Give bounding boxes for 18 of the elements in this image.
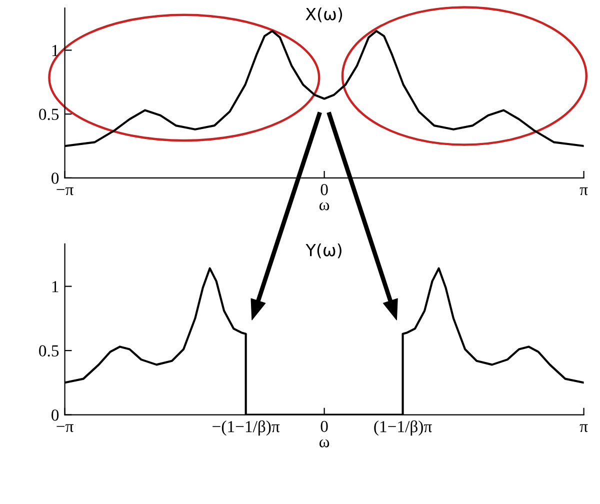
x-tick-label: −π — [56, 424, 74, 432]
x-axis-title: ω — [319, 202, 330, 210]
y-tick-label: 0.5 — [39, 345, 59, 357]
x-tick-label: (1−1/β)π — [374, 420, 432, 436]
y-tick-label: 0 — [52, 409, 59, 421]
y-tick-label: 0 — [52, 172, 59, 184]
x-tick-label: −(1−1/β)π — [212, 420, 280, 436]
y-tick-label: 1 — [52, 44, 58, 56]
x-tick-label: π — [580, 187, 588, 196]
x-axis-title: ω — [319, 439, 330, 448]
chart-title: Y(ω) — [306, 243, 342, 258]
y-tick-label: 1 — [52, 281, 58, 292]
x-tick-label: 0 — [320, 420, 328, 432]
y-tick-label: 0.5 — [39, 108, 59, 120]
x-tick-label: 0 — [320, 184, 328, 196]
x-tick-label: π — [580, 424, 588, 432]
chart-title: X(ω) — [306, 7, 342, 22]
x-tick-label: −π — [56, 187, 74, 196]
